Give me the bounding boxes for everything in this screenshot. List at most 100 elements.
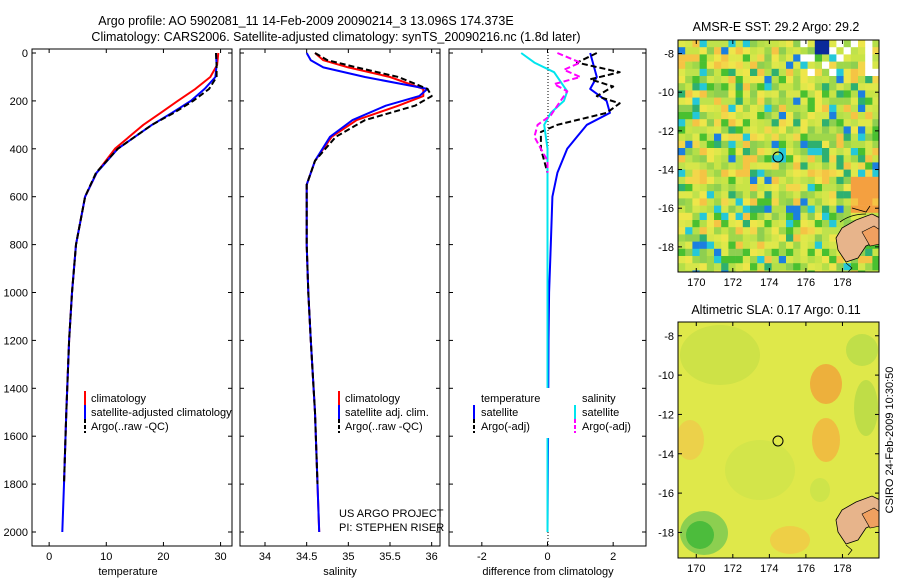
sst-cell	[714, 256, 722, 264]
sla-map-title: Altimetric SLA: 0.17 Argo: 0.11	[691, 303, 860, 317]
sst-cell	[786, 119, 794, 127]
sst-cell	[829, 205, 837, 214]
sst-cell	[692, 212, 700, 221]
sst-cell	[843, 54, 852, 62]
sst-cell	[721, 140, 729, 149]
sst-cell	[771, 162, 780, 170]
sst-cell	[872, 263, 879, 271]
sst-cell	[706, 220, 715, 228]
sst-cell	[829, 191, 837, 199]
sst-cell	[829, 220, 837, 228]
sst-cell	[778, 176, 787, 185]
sst-cell	[778, 97, 787, 106]
sst-cell	[850, 112, 859, 120]
sst-cell	[692, 263, 700, 271]
sst-cell	[678, 176, 686, 185]
sst-cell	[865, 61, 873, 70]
sst-cell	[757, 112, 765, 120]
sst-cell	[735, 176, 744, 185]
sst-cell	[822, 162, 830, 170]
sst-cell	[742, 155, 751, 163]
sst-cell	[678, 184, 686, 192]
temperature-legend-climatology: climatology	[91, 393, 147, 405]
sst-cell	[728, 198, 736, 206]
sst-cell	[699, 162, 708, 170]
sst-cell	[807, 104, 816, 113]
sla-map-panel: Altimetric SLA: 0.17 Argo: 0.11 170 172 17…	[658, 303, 880, 575]
sst-cell	[685, 83, 693, 91]
sst-cell	[829, 184, 837, 192]
sst-cell	[836, 256, 844, 264]
sst-cell	[757, 104, 765, 113]
sst-cell	[692, 61, 700, 70]
sst-cell	[692, 140, 700, 149]
sst-cell	[728, 76, 736, 84]
sst-cell	[836, 83, 844, 91]
sst-cell	[843, 112, 852, 120]
sst-cell	[699, 205, 708, 214]
sst-cell	[786, 270, 794, 272]
sst-cell	[764, 198, 772, 206]
sst-cell	[678, 40, 686, 48]
sst-cell	[865, 241, 873, 250]
sst-cell	[836, 112, 844, 120]
sst-cell	[714, 119, 722, 127]
sst-cell	[822, 104, 830, 113]
salinity-xtick-label: 35	[342, 551, 354, 563]
sst-cell	[728, 119, 736, 127]
sst-cell	[858, 205, 866, 214]
sst-cell	[843, 270, 852, 272]
sst-cell	[858, 112, 866, 120]
sst-cell	[742, 126, 751, 134]
sst-cell	[793, 256, 801, 264]
sst-cell	[735, 140, 744, 149]
difference-line-salinity-argo-adj-	[533, 52, 582, 173]
sst-cell	[692, 119, 700, 127]
sst-cell	[721, 54, 729, 62]
sst-cell	[786, 176, 794, 185]
sst-cell	[843, 212, 852, 221]
sst-cell	[778, 61, 787, 70]
sst-cell	[728, 140, 736, 149]
sst-cell	[843, 155, 852, 163]
sst-cell	[685, 256, 693, 264]
sst-cell	[714, 83, 722, 91]
sst-cell	[742, 220, 751, 228]
sst-cell	[678, 97, 686, 106]
sst-cell	[865, 140, 873, 149]
sst-cell	[728, 83, 736, 91]
sst-cell	[865, 104, 873, 113]
sst-cell	[714, 220, 722, 228]
project-annotation: US ARGO PROJECT	[339, 508, 444, 520]
sst-cell	[836, 198, 844, 206]
sst-cell	[836, 133, 844, 142]
sst-cell	[714, 148, 722, 156]
sst-cell	[771, 234, 780, 242]
sst-cell	[678, 227, 686, 235]
sst-cell	[778, 205, 787, 214]
sst-cell	[771, 241, 780, 250]
sst-cell	[721, 176, 729, 185]
sst-cell	[858, 191, 866, 199]
sst-cell	[721, 119, 729, 127]
sst-cell	[872, 68, 879, 77]
sst-cell	[721, 97, 729, 106]
salinity-line-argo-raw-qc-	[305, 52, 433, 485]
temperature-line-climatology	[63, 52, 220, 485]
sst-cell	[829, 47, 837, 55]
sst-cell	[735, 133, 744, 142]
sst-cell	[757, 248, 765, 257]
sst-map-box	[677, 39, 880, 273]
sst-cell	[814, 40, 823, 48]
sst-cell	[786, 248, 794, 257]
sst-cell	[764, 68, 772, 77]
sst-cell	[692, 176, 700, 185]
sst-cell	[814, 248, 823, 257]
sst-cell	[814, 54, 823, 62]
sst-cell	[829, 256, 837, 264]
sst-cell	[865, 263, 873, 271]
sst-cell	[721, 76, 729, 84]
sst-cell	[742, 40, 751, 48]
sst-cell	[721, 263, 729, 271]
temperature-line-satellite-adjusted-climatology	[61, 52, 218, 533]
